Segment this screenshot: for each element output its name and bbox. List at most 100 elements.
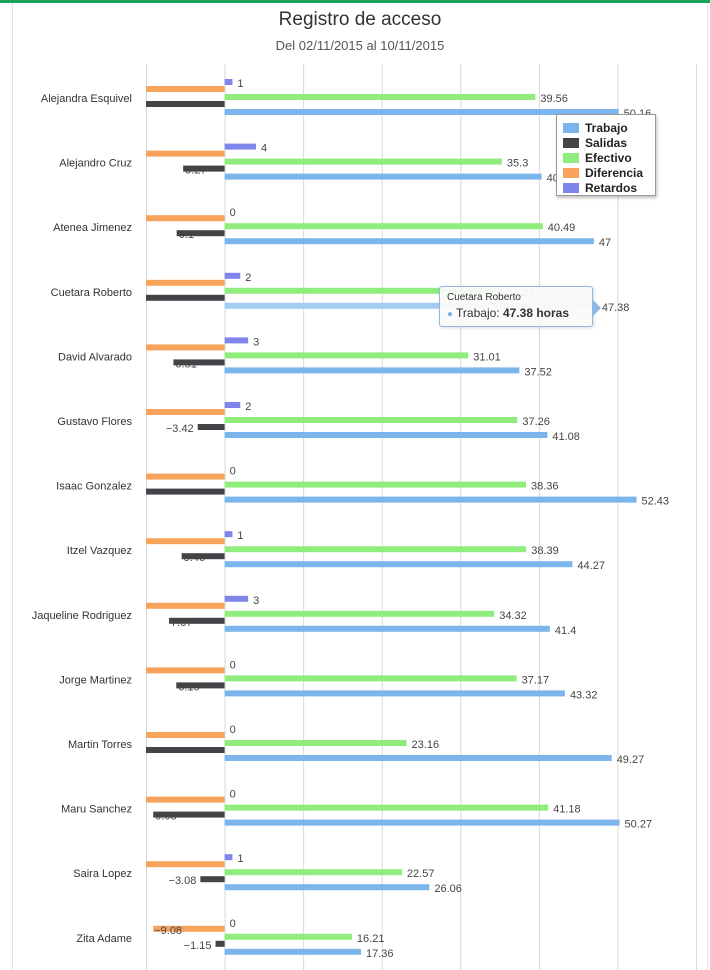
bar-diferencia <box>146 732 225 738</box>
data-label-salidas: 7.07 <box>171 617 192 629</box>
legend-label-trabajo: Trabajo <box>585 120 628 135</box>
data-label-retardos: 2 <box>245 272 251 284</box>
data-label-efectivo: 23.16 <box>412 739 440 751</box>
bar-trabajo <box>224 819 620 826</box>
bar-retardos <box>224 79 233 85</box>
legend-swatch-diferencia <box>563 167 579 178</box>
tooltip-header: Cuetara Roberto <box>447 292 521 303</box>
legend-item-salidas[interactable]: Salidas <box>563 135 655 150</box>
bar-efectivo <box>224 223 543 230</box>
data-label-trabajo: 52.43 <box>642 496 670 508</box>
legend-item-efectivo[interactable]: Efectivo <box>563 150 655 165</box>
bar-trabajo <box>224 561 573 568</box>
data-label-efectivo: 34.32 <box>499 610 527 622</box>
data-label-retardos: 0 <box>230 724 236 736</box>
data-label-retardos: 0 <box>230 789 236 801</box>
tooltip-dot-icon: ● <box>447 309 454 320</box>
category-label: David Alvarado <box>58 351 132 363</box>
bar-salidas <box>181 553 225 560</box>
bar-trabajo <box>224 625 550 632</box>
top-accent-bar <box>0 0 710 3</box>
data-label-efectivo: 37.17 <box>522 674 550 686</box>
bar-trabajo <box>224 367 520 374</box>
bar-efectivo <box>224 94 536 100</box>
bar-diferencia <box>146 538 225 545</box>
data-label-trabajo: 26.06 <box>434 883 462 895</box>
bar-retardos <box>224 143 256 150</box>
legend-swatch-salidas <box>563 137 579 148</box>
bar-efectivo <box>224 610 495 617</box>
chart-tooltip: Cuetara Roberto ● Trabajo: 47.38 horas <box>439 286 601 327</box>
data-label-efectivo: 16.21 <box>357 933 385 945</box>
bar-trabajo <box>224 948 361 955</box>
category-label: Saira Lopez <box>73 868 132 880</box>
bar-trabajo <box>224 496 637 503</box>
bar-efectivo <box>224 287 502 294</box>
tooltip-value: 47.38 horas <box>502 306 570 320</box>
bar-salidas <box>176 230 225 237</box>
bar-salidas <box>146 747 225 753</box>
chart-legend: Trabajo Salidas Efectivo Diferencia Reta… <box>556 114 656 196</box>
data-label-salidas: 9.08 <box>155 811 176 823</box>
chart-subtitle: Del 02/11/2015 al 10/11/2015 <box>275 38 445 53</box>
data-label-trabajo: 43.32 <box>570 689 598 701</box>
data-label-retardos: 4 <box>261 143 267 155</box>
data-label-retardos: 0 <box>230 659 236 671</box>
bar-retardos <box>224 272 241 279</box>
legend-item-retardos[interactable]: Retardos <box>563 180 655 195</box>
bar-diferencia <box>146 150 225 157</box>
bar-efectivo <box>224 417 518 423</box>
data-label-salidas: 5.27 <box>185 165 206 177</box>
bar-trabajo <box>224 173 542 180</box>
data-label-salidas: 6.51 <box>175 358 196 370</box>
data-label-salidas: 6.15 <box>178 681 199 693</box>
bar-trabajo <box>224 755 612 761</box>
data-label-efectivo: 38.36 <box>531 481 559 493</box>
data-label-efectivo: 35.3 <box>507 158 528 170</box>
tooltip-series: Trabajo <box>456 306 497 320</box>
bar-salidas <box>146 294 225 301</box>
data-label-efectivo: 37.26 <box>522 416 550 428</box>
category-label: Gustavo Flores <box>57 416 132 428</box>
bar-salidas <box>215 940 225 947</box>
bar-salidas <box>173 359 225 366</box>
data-label-trabajo: 44.27 <box>577 560 605 572</box>
bar-diferencia <box>153 925 225 932</box>
category-labels: Alejandra Esquivel Alejandro Cruz Atenea J… <box>32 93 133 945</box>
category-label: Alejandro Cruz <box>59 158 132 170</box>
category-label: Jaqueline Rodriguez <box>32 610 132 622</box>
data-label-retardos: 1 <box>237 78 243 90</box>
category-label: Alejandra Esquivel <box>41 93 132 105</box>
bar-efectivo <box>224 740 407 746</box>
bar-diferencia <box>146 602 225 609</box>
category-label: Isaac Gonzalez <box>56 481 132 493</box>
legend-swatch-efectivo <box>563 152 579 163</box>
legend-item-diferencia[interactable]: Diferencia <box>563 165 655 180</box>
data-label-retardos: 3 <box>253 595 259 607</box>
bar-trabajo <box>224 432 548 438</box>
category-label: Itzel Vazquez <box>67 545 132 557</box>
bar-salidas <box>146 101 225 107</box>
bar-efectivo <box>224 481 526 488</box>
bar-efectivo <box>224 804 549 811</box>
legend-label-diferencia: Diferencia <box>585 165 644 180</box>
bar-diferencia <box>146 409 225 415</box>
legend-swatch-retardos <box>563 182 579 193</box>
bar-trabajo <box>224 302 597 309</box>
bar-salidas <box>169 617 225 624</box>
category-label: Zita Adame <box>76 933 132 945</box>
bar-salidas <box>146 488 225 495</box>
bar-retardos <box>224 531 233 538</box>
data-label-trabajo: 41.08 <box>552 431 580 443</box>
bar-diferencia <box>146 796 225 803</box>
data-label-efectivo: 40.49 <box>548 222 576 234</box>
data-label-trabajo: 50.27 <box>625 819 653 831</box>
data-label-diferencia: −9.08 <box>154 925 182 937</box>
legend-item-trabajo[interactable]: Trabajo <box>563 120 655 135</box>
bars <box>146 79 637 955</box>
bar-trabajo <box>224 884 430 891</box>
bar-efectivo <box>224 158 502 165</box>
grid-lines <box>146 64 697 970</box>
data-label-efectivo: 38.39 <box>531 545 559 557</box>
